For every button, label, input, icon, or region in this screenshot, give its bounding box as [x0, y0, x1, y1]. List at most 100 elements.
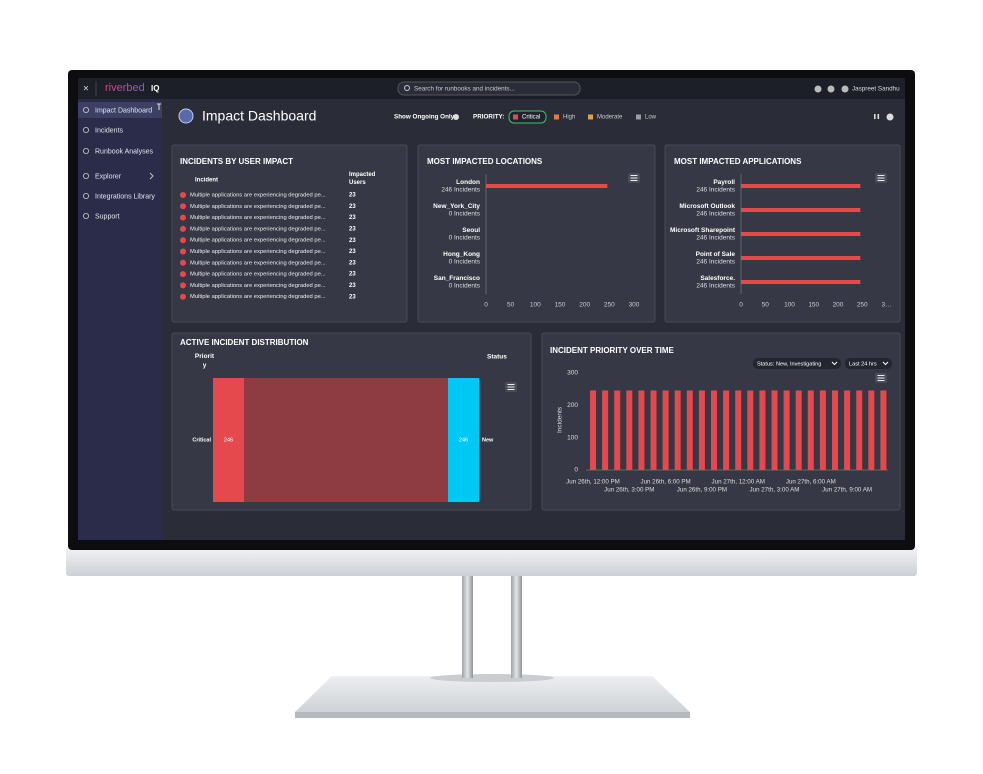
value-label: 246 Incidents [441, 187, 480, 194]
search-placeholder: Search for runbooks and incidents... [414, 86, 515, 93]
bar [626, 390, 633, 470]
search-icon [404, 85, 410, 91]
bar [819, 390, 826, 470]
dropdown-label: Last 24 hrs [849, 361, 877, 367]
x-tick-label: Jun 27th, 3:00 AM [750, 487, 800, 494]
value-label: 246 Incidents [696, 259, 735, 266]
incident-title[interactable]: Multiple applications are experiencing d… [190, 294, 326, 300]
stand-base-edge [295, 712, 690, 718]
impacted-users: 23 [349, 238, 356, 244]
dropdown[interactable] [753, 358, 841, 369]
x-tick-label: Jun 27th, 9:00 AM [822, 487, 872, 494]
bar [832, 390, 838, 470]
pause-icon[interactable] [877, 114, 880, 119]
user-name[interactable]: Jaspreet Sandhu [852, 86, 900, 93]
nav-item[interactable]: Impact Dashboard [95, 107, 152, 114]
pin-icon[interactable] [157, 103, 161, 110]
priority-option[interactable]: Moderate [597, 115, 623, 121]
panel-title: INCIDENT PRIORITY OVER TIME [550, 346, 675, 355]
bar [741, 208, 861, 212]
nav-item[interactable]: Support [95, 213, 120, 220]
panel-title: INCIDENTS BY USER IMPACT [180, 157, 293, 166]
status-dot [180, 214, 186, 221]
x-tick-label: 200 [579, 302, 590, 309]
incident-title[interactable]: Multiple applications are experiencing d… [190, 238, 326, 244]
x-tick-label: Jun 26th, 3:00 PM [604, 487, 654, 494]
impacted-users: 23 [349, 272, 356, 278]
status-dot [180, 282, 186, 289]
incident-title[interactable]: Multiple applications are experiencing d… [190, 272, 326, 278]
nav-item[interactable]: Explorer [95, 173, 122, 180]
pause-icon[interactable] [874, 114, 876, 119]
incident-title[interactable]: Multiple applications are experiencing d… [190, 193, 326, 199]
x-tick-label: Jun 27th, 6:00 AM [786, 479, 836, 486]
category-label: San_Francisco [433, 274, 480, 282]
sidebar-active [78, 102, 162, 118]
monitor-chin [66, 546, 917, 576]
priority-swatch [513, 114, 518, 120]
category-label: Hong_Kong [443, 250, 480, 258]
priority-option[interactable]: High [563, 115, 575, 121]
user-icon[interactable] [841, 85, 849, 93]
bar [590, 390, 596, 470]
nav-item[interactable]: Incidents [95, 127, 124, 134]
bar [638, 390, 645, 470]
bar [741, 256, 861, 260]
help-icon[interactable] [886, 113, 894, 121]
page-title: Impact Dashboard [202, 108, 316, 124]
category-label: New_York_City [433, 202, 480, 210]
chevron [882, 361, 889, 366]
x-tick-label: 250 [604, 302, 615, 309]
impacted-users: 23 [349, 283, 356, 289]
value-label: 0 Incidents [449, 235, 481, 242]
bar [741, 232, 861, 236]
incident-title[interactable]: Multiple applications are experiencing d… [190, 215, 326, 221]
category-label: Microsoft Sharepoint [669, 226, 735, 234]
incident-title[interactable]: Multiple applications are experiencing d… [190, 249, 326, 255]
nav-icon [83, 147, 90, 154]
chevron [831, 361, 838, 366]
y-tick-label: 300 [567, 370, 578, 377]
dropdown[interactable] [845, 358, 892, 369]
panel [417, 144, 656, 323]
bar [686, 390, 693, 470]
bar [602, 390, 609, 470]
x-tick-label: 150 [808, 302, 819, 309]
incident-title[interactable]: Multiple applications are experiencing d… [190, 260, 326, 266]
panel-title: MOST IMPACTED LOCATIONS [427, 157, 543, 166]
search-box[interactable] [397, 81, 581, 96]
incident-title[interactable]: Multiple applications are experiencing d… [190, 283, 326, 289]
nav-item[interactable]: Runbook Analyses [95, 148, 153, 155]
nav-item[interactable]: Integrations Library [95, 193, 155, 200]
stand-pole [511, 575, 522, 678]
column-header: Status [487, 354, 507, 361]
status-dot [180, 237, 186, 244]
priority-option[interactable]: Critical [522, 115, 540, 121]
impacted-users: 23 [349, 260, 356, 266]
x-tick-label: 300 [629, 302, 640, 309]
impacted-users: 23 [349, 294, 356, 300]
panel-title: ACTIVE INCIDENT DISTRIBUTION [180, 338, 309, 347]
x-tick-label: 250 [857, 302, 868, 309]
value-label: 246 Incidents [696, 187, 735, 194]
bar [674, 390, 681, 470]
y-tick-label: 0 [574, 467, 578, 474]
node [448, 378, 479, 502]
logo-suffix: IQ [151, 84, 159, 93]
incident-title[interactable]: Multiple applications are experiencing d… [190, 226, 326, 232]
priority-option[interactable]: Low [645, 115, 657, 121]
bar [807, 390, 814, 470]
x-tick-label: 50 [507, 302, 515, 309]
category-label: Salesforce. [700, 274, 735, 282]
toggle-label: Show Ongoing Only [394, 114, 455, 121]
priority-pill[interactable] [508, 110, 547, 124]
icon[interactable] [814, 85, 822, 93]
toggle[interactable] [453, 114, 459, 120]
column-header: Incident [195, 178, 218, 184]
column-header: Priority [194, 353, 215, 369]
help-icon[interactable] [827, 85, 835, 93]
incident-title[interactable]: Multiple applications are experiencing d… [190, 204, 326, 210]
close-button[interactable]: × [83, 84, 89, 95]
priority-label: PRIORITY: [473, 114, 504, 121]
